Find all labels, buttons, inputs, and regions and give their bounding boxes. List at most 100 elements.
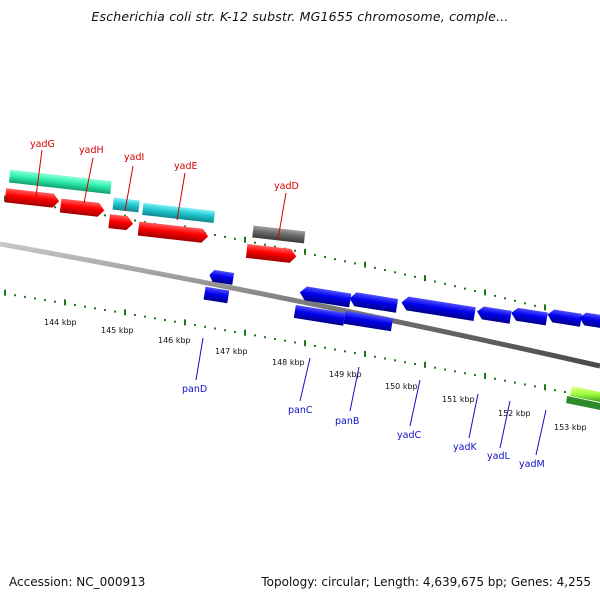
major-tick xyxy=(364,350,366,357)
gene-label-panD[interactable]: panD xyxy=(182,384,207,395)
minor-tick xyxy=(564,391,566,394)
gene-label-yadL[interactable]: yadL xyxy=(487,451,510,462)
minor-tick xyxy=(374,355,376,358)
minor-tick xyxy=(514,299,516,302)
gene-label-yadH[interactable]: yadH xyxy=(79,145,104,156)
minor-tick xyxy=(174,320,176,323)
gene-label-yadI[interactable]: yadI xyxy=(124,152,144,163)
gene-label-panC[interactable]: panC xyxy=(288,405,313,416)
gene-label-yadE[interactable]: yadE xyxy=(174,161,197,172)
minor-tick xyxy=(334,348,336,351)
minor-tick xyxy=(234,237,236,240)
cds-yadH[interactable] xyxy=(59,198,105,218)
minor-tick xyxy=(294,249,296,252)
cds-panB[interactable] xyxy=(343,310,393,332)
minor-tick xyxy=(394,271,396,274)
reverse-gene-labels: panD panC panB yadC yadK yadL yadM xyxy=(182,337,547,470)
major-tick xyxy=(64,299,66,306)
kbp-label: 147 kbp xyxy=(215,347,248,356)
cds-panB-a[interactable] xyxy=(348,291,399,313)
accession-text: Accession: NC_000913 xyxy=(9,575,146,589)
minor-tick xyxy=(384,357,386,360)
cds-next[interactable] xyxy=(578,312,600,331)
gene-label-yadG[interactable]: yadG xyxy=(30,139,55,150)
minor-tick xyxy=(234,330,236,333)
cds-yadE[interactable] xyxy=(137,221,209,244)
minor-tick xyxy=(74,303,76,306)
kbp-label: 144 kbp xyxy=(44,318,77,327)
minor-tick xyxy=(444,282,446,285)
minor-tick xyxy=(54,206,56,209)
cds-yadD[interactable] xyxy=(245,243,297,264)
kbp-label: 151 kbp xyxy=(442,395,475,404)
minor-tick xyxy=(454,370,456,373)
feature-darkgreen[interactable] xyxy=(566,396,600,410)
minor-tick xyxy=(514,381,516,384)
cds-panD-a[interactable] xyxy=(209,269,235,285)
minor-tick xyxy=(14,294,16,297)
kbp-scale: 144 kbp 145 kbp 146 kbp 147 kbp 148 kbp … xyxy=(44,318,587,432)
minor-tick xyxy=(464,287,466,290)
topology-text: Topology: circular; Length: 4,639,675 bp… xyxy=(261,575,591,589)
cds-panC[interactable] xyxy=(293,305,346,326)
major-tick xyxy=(544,384,546,391)
minor-tick xyxy=(264,243,266,246)
major-tick xyxy=(424,361,426,368)
minor-tick xyxy=(84,305,86,308)
minor-tick xyxy=(404,273,406,276)
minor-tick xyxy=(154,317,156,320)
major-tick xyxy=(244,236,246,243)
cds-yadG[interactable] xyxy=(4,188,60,208)
minor-tick xyxy=(254,241,256,244)
cds-yadC[interactable] xyxy=(400,296,476,322)
gene-label-yadD[interactable]: yadD xyxy=(274,181,299,192)
minor-tick xyxy=(554,389,556,392)
minor-tick xyxy=(524,383,526,386)
feature-lime[interactable] xyxy=(570,386,600,402)
major-tick xyxy=(4,195,6,202)
gene-label-panB[interactable]: panB xyxy=(335,416,359,427)
cds-yadM[interactable] xyxy=(546,309,582,327)
minor-tick xyxy=(294,341,296,344)
cds-yadL[interactable] xyxy=(510,307,548,326)
minor-tick xyxy=(434,366,436,369)
minor-tick xyxy=(114,310,116,313)
major-tick xyxy=(124,309,126,316)
minor-tick xyxy=(404,361,406,364)
minor-tick xyxy=(24,295,26,298)
cds-panD-b[interactable] xyxy=(203,286,230,304)
major-tick xyxy=(484,372,486,379)
cds-yadK[interactable] xyxy=(476,306,512,324)
feature-yadG-region[interactable] xyxy=(8,169,112,195)
minor-tick xyxy=(504,379,506,382)
gene-label-yadK[interactable]: yadK xyxy=(453,442,477,453)
minor-tick xyxy=(274,245,276,248)
minor-tick xyxy=(524,302,526,305)
minor-tick xyxy=(214,327,216,330)
gene-label-yadM[interactable]: yadM xyxy=(519,459,545,470)
minor-tick xyxy=(194,324,196,327)
kbp-label: 145 kbp xyxy=(101,326,134,335)
map-title: Escherichia coli str. K-12 substr. MG165… xyxy=(91,9,509,24)
cds-yadI[interactable] xyxy=(108,214,134,231)
minor-tick xyxy=(144,315,146,318)
minor-tick xyxy=(354,352,356,355)
reverse-features xyxy=(203,269,600,410)
minor-tick xyxy=(494,377,496,380)
minor-tick xyxy=(54,300,56,303)
minor-tick xyxy=(104,308,106,311)
cds-panC-a[interactable] xyxy=(299,286,352,308)
minor-tick xyxy=(534,304,536,307)
major-tick xyxy=(304,340,306,347)
minor-tick xyxy=(334,258,336,261)
minor-tick xyxy=(384,269,386,272)
minor-tick xyxy=(344,350,346,353)
major-tick xyxy=(364,261,366,268)
gene-label-yadC[interactable]: yadC xyxy=(397,430,421,441)
minor-tick xyxy=(444,368,446,371)
minor-tick xyxy=(344,260,346,263)
kbp-label: 152 kbp xyxy=(498,409,531,418)
minor-tick xyxy=(134,313,136,316)
minor-tick xyxy=(394,359,396,362)
